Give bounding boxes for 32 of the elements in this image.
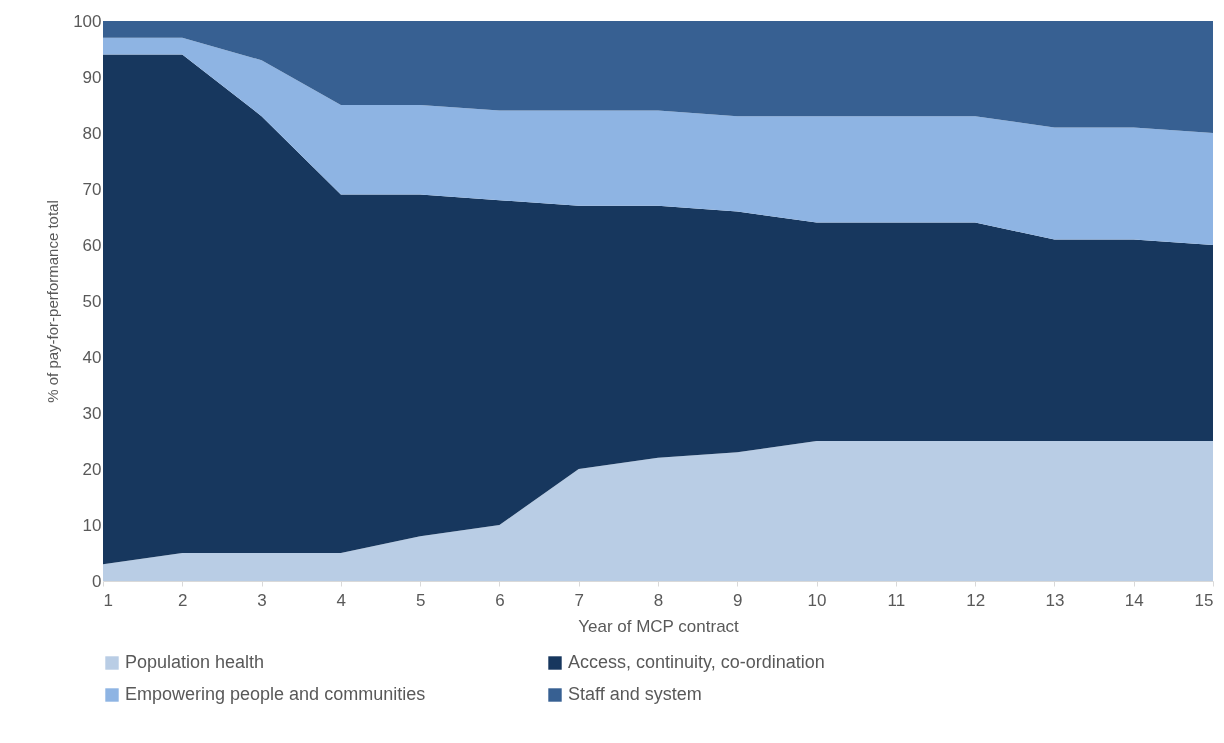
legend-label: Population health xyxy=(125,652,265,672)
y-tick-label: 20 xyxy=(82,459,102,479)
y-tick-label: 40 xyxy=(82,347,102,367)
x-tick-label: 12 xyxy=(966,590,986,610)
x-axis-title: Year of MCP contract xyxy=(578,616,740,636)
y-tick-label: 0 xyxy=(92,571,102,591)
x-tick-label: 11 xyxy=(887,590,906,610)
y-axis-title: % of pay-for-performance total xyxy=(44,200,62,403)
y-tick-label: 80 xyxy=(82,123,102,143)
x-tick-label: 15 xyxy=(1194,590,1214,610)
legend-label: Staff and system xyxy=(568,684,702,704)
x-tick-label: 14 xyxy=(1124,590,1144,610)
y-tick-label: 30 xyxy=(82,403,102,423)
x-tick-label: 3 xyxy=(257,590,267,610)
x-tick-label: 10 xyxy=(807,590,827,610)
y-tick-label: 100 xyxy=(73,11,102,31)
y-tick-label: 10 xyxy=(82,515,102,535)
x-tick-label: 9 xyxy=(733,590,743,610)
x-tick-label: 1 xyxy=(103,590,113,610)
x-tick-label: 8 xyxy=(653,590,664,610)
x-tick-label: 13 xyxy=(1045,590,1065,610)
y-tick-label: 60 xyxy=(82,235,102,255)
y-tick-label: 50 xyxy=(82,291,102,311)
y-tick-label: 70 xyxy=(82,179,102,199)
x-tick-label: 4 xyxy=(336,590,347,610)
legend-label: Empowering people and communities xyxy=(125,684,426,704)
y-tick-label: 90 xyxy=(82,67,102,87)
x-tick-label: 5 xyxy=(415,590,426,610)
legend-label: Access, continuity, co-ordination xyxy=(568,652,825,672)
x-tick-label: 6 xyxy=(495,590,505,610)
x-tick-label: 2 xyxy=(178,590,188,610)
x-tick-label: 7 xyxy=(574,590,584,610)
